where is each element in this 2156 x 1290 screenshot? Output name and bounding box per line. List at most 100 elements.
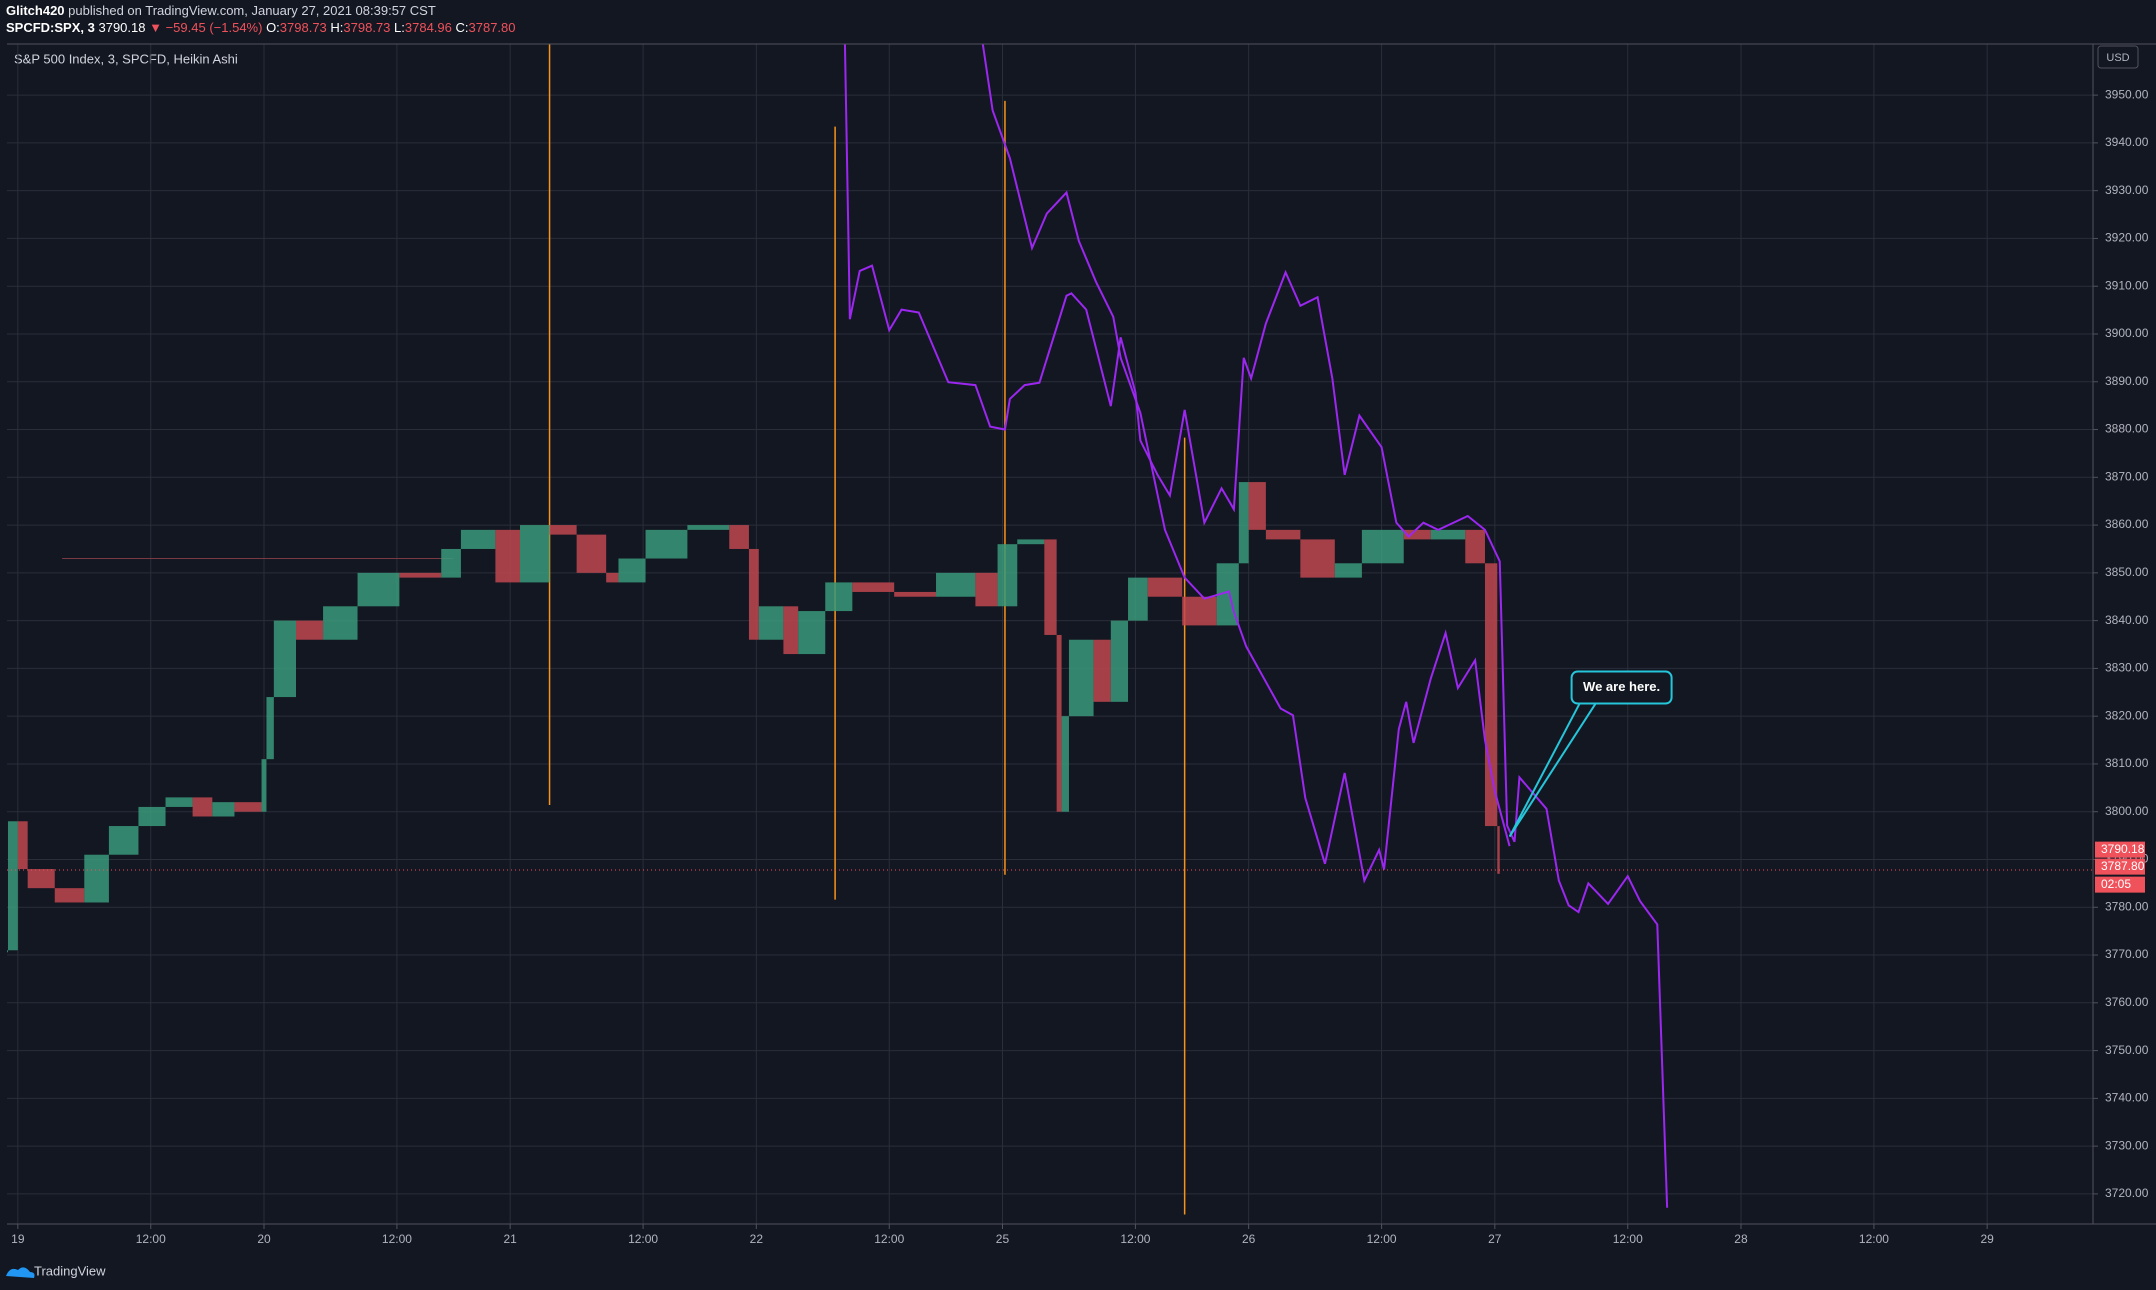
candle	[687, 525, 730, 530]
candle	[783, 606, 799, 655]
y-tick-label: 3930.00	[2105, 183, 2149, 197]
candle	[1465, 529, 1485, 564]
y-tick-label: 3750.00	[2105, 1043, 2149, 1057]
y-tick-label: 3920.00	[2105, 231, 2149, 245]
candle	[1056, 634, 1062, 812]
y-tick-label: 3850.00	[2105, 565, 2149, 579]
x-tick-label: 20	[257, 1232, 271, 1246]
candle	[1182, 596, 1217, 626]
candle	[798, 611, 826, 655]
candle	[1061, 716, 1069, 812]
candle	[975, 572, 998, 607]
ohlc-label: H:	[330, 20, 343, 35]
ohlc-label: C:	[456, 20, 469, 35]
x-tick-label: 29	[1980, 1232, 1994, 1246]
projection-line	[843, 44, 1669, 1208]
candle	[618, 558, 646, 583]
candle	[1017, 539, 1045, 545]
candle	[273, 620, 296, 698]
candle	[1248, 482, 1266, 530]
ohlc-value: 3798.73	[343, 20, 390, 35]
x-tick-label: 12:00	[1859, 1232, 1889, 1246]
currency: USD	[2106, 52, 2129, 64]
candle	[1110, 620, 1129, 702]
candle	[1403, 529, 1431, 540]
last-price-label: 3790.18	[2101, 842, 2145, 856]
ohlc-value: 3798.73	[280, 20, 327, 35]
candle	[758, 606, 784, 640]
x-tick-label: 28	[1734, 1232, 1748, 1246]
candle	[1497, 826, 1500, 874]
y-tick-label: 3870.00	[2105, 469, 2149, 483]
candle	[1300, 539, 1335, 578]
close-price-label-box	[2095, 858, 2145, 875]
callout-tail	[1508, 703, 1597, 838]
plot-area	[7, 44, 2093, 1224]
x-tick-label: 21	[503, 1232, 517, 1246]
y-tick-label: 3730.00	[2105, 1138, 2149, 1152]
candle	[261, 759, 267, 812]
candle	[495, 529, 521, 583]
candle	[549, 525, 577, 535]
candle	[1238, 482, 1249, 564]
price: 3790.18	[98, 20, 145, 35]
x-tick-label: 22	[750, 1232, 764, 1246]
callout-box	[1570, 670, 1673, 705]
candle	[1430, 529, 1466, 540]
change: ▼ −59.45 (−1.54%)	[149, 20, 262, 35]
candle	[234, 802, 262, 812]
candle	[295, 620, 324, 640]
x-tick-label: 12:00	[628, 1232, 658, 1246]
candle	[997, 544, 1018, 607]
countdown-label-box	[2095, 876, 2145, 893]
candle	[1334, 563, 1362, 578]
x-tick-label: 19	[11, 1232, 25, 1246]
candle	[27, 869, 55, 889]
y-tick-label: 3840.00	[2105, 613, 2149, 627]
y-tick-label: 3890.00	[2105, 374, 2149, 388]
y-tick-label: 3800.00	[2105, 804, 2149, 818]
y-tick-label: 3950.00	[2105, 87, 2149, 101]
projection-line	[981, 44, 1511, 884]
y-tick-label: 3880.00	[2105, 422, 2149, 436]
x-tick-label: 12:00	[1120, 1232, 1150, 1246]
candle	[212, 802, 235, 817]
candle	[192, 797, 213, 817]
candle	[936, 572, 976, 597]
candle	[165, 797, 193, 807]
y-tick-label: 3770.00	[2105, 947, 2149, 961]
footer-brand: TradingView	[34, 1263, 106, 1278]
candle	[1147, 577, 1183, 597]
candle	[7, 821, 18, 951]
candle	[357, 572, 400, 607]
candle	[825, 582, 853, 612]
x-tick-label: 26	[1242, 1232, 1256, 1246]
y-tick-label: 3860.00	[2105, 517, 2149, 531]
candle	[1068, 639, 1094, 717]
annotation: We are here.	[1583, 679, 1660, 694]
candle	[399, 572, 442, 578]
x-tick-label: 12:00	[1367, 1232, 1397, 1246]
x-tick-label: 25	[996, 1232, 1010, 1246]
y-tick-label: 3780.00	[2105, 899, 2149, 913]
y-tick-label: 3740.00	[2105, 1091, 2149, 1105]
y-tick-label: 3720.00	[2105, 1186, 2149, 1200]
y-tick-label: 3820.00	[2105, 708, 2149, 722]
chart-title: S&P 500 Index, 3, SPCFD, Heikin Ashi	[14, 51, 238, 66]
ohlc-value: 3787.80	[469, 20, 516, 35]
candle	[520, 525, 550, 583]
candle	[1484, 563, 1498, 827]
header-line: Glitch420 published on TradingView.com, …	[6, 3, 436, 18]
y-tick-label: 3910.00	[2105, 278, 2149, 292]
candle	[54, 888, 85, 903]
close-price-label: 3787.80	[2101, 859, 2145, 873]
candle	[645, 529, 688, 559]
ohlc-label: L:	[394, 20, 405, 35]
candle	[323, 606, 358, 640]
candle	[748, 548, 759, 640]
candle	[894, 591, 937, 597]
y-tick-label: 3760.00	[2105, 995, 2149, 1009]
candle	[138, 806, 166, 827]
